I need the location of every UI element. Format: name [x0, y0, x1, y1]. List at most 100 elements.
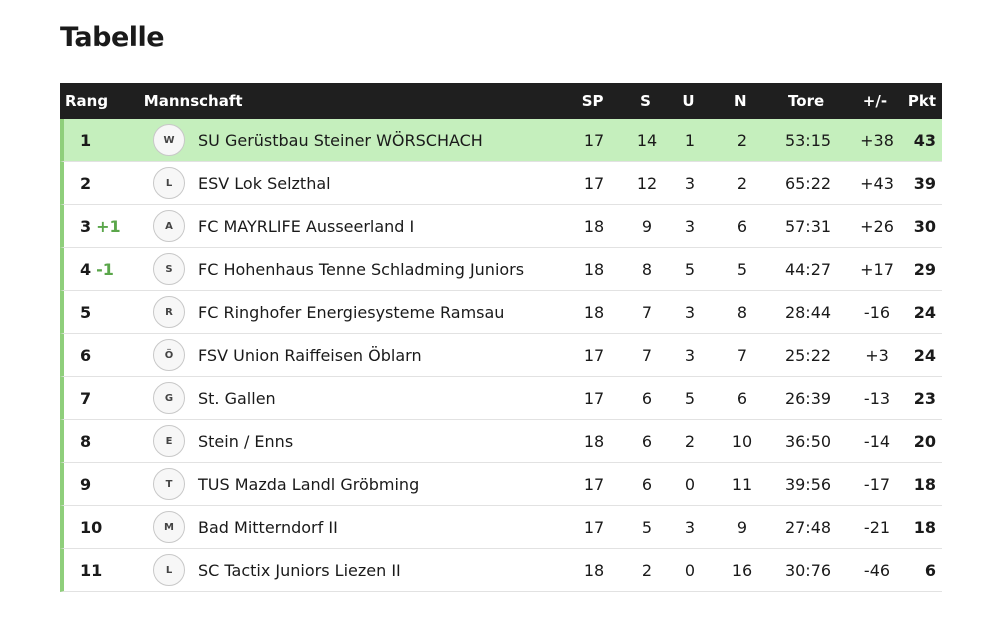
rank-value: 6	[80, 345, 92, 365]
goal-difference: -13	[863, 388, 891, 408]
draws: 0	[684, 474, 696, 494]
draws: 3	[684, 173, 696, 193]
games-played: 18	[583, 560, 605, 580]
table-row[interactable]: 3 +1 A FC MAYRLIFE Ausseerland I 18 9 3 6 57:31 +…	[60, 205, 942, 248]
header-diff[interactable]: +/-	[862, 92, 888, 110]
rank-cell: 6	[64, 346, 144, 365]
table-row[interactable]: 8 E Stein / Enns 18 6 2 10 36:50 -14 20	[60, 420, 942, 463]
games-played: 18	[583, 431, 605, 451]
losses: 2	[736, 173, 748, 193]
points: 24	[913, 302, 936, 322]
team-logo: R	[144, 296, 194, 328]
table-row[interactable]: 4 -1 S FC Hohenhaus Tenne Schladming Junior…	[60, 248, 942, 291]
goal-difference: +43	[860, 173, 894, 193]
team-name[interactable]: St. Gallen	[198, 388, 276, 408]
page-title: Tabelle	[60, 22, 165, 53]
wins: 7	[641, 302, 653, 322]
table-row[interactable]: 9 T TUS Mazda Landl Gröbming 17 6 0 11 39:56 -17…	[60, 463, 942, 506]
table-header: Rang Mannschaft SP S U N Tore +/- Pkt	[60, 83, 942, 119]
team-name[interactable]: TUS Mazda Landl Gröbming	[198, 474, 420, 494]
rank-value: 9	[80, 474, 92, 494]
selzthal-crest-icon: L	[153, 167, 185, 199]
header-tore[interactable]: Tore	[788, 92, 825, 110]
losses: 2	[736, 130, 748, 150]
rank-cell: 1	[64, 131, 144, 150]
games-played: 17	[583, 474, 605, 494]
points: 30	[913, 216, 936, 236]
table-row[interactable]: 1 W SU Gerüstbau Steiner WÖRSCHACH 17 14 1 2 53…	[60, 119, 942, 162]
rank-cell: 10	[64, 518, 144, 537]
wins: 7	[641, 345, 653, 365]
table-row[interactable]: 11 L SC Tactix Juniors Liezen II 18 2 0 16 30:7…	[60, 549, 942, 592]
draws: 3	[684, 345, 696, 365]
table-row[interactable]: 10 M Bad Mitterndorf II 17 5 3 9 27:48 -21 18	[60, 506, 942, 549]
rank-value: 8	[80, 431, 92, 451]
draws: 3	[684, 302, 696, 322]
rank-value: 4	[80, 259, 92, 279]
goal-difference: +26	[860, 216, 894, 236]
team-name[interactable]: FC MAYRLIFE Ausseerland I	[198, 216, 415, 236]
team-name[interactable]: Bad Mitterndorf II	[198, 517, 338, 537]
losses: 16	[731, 560, 753, 580]
table-row[interactable]: 7 G St. Gallen 17 6 5 6 26:39 -13 23	[60, 377, 942, 420]
header-n[interactable]: N	[734, 92, 747, 110]
bad-mitterndorf-crest-icon: M	[153, 511, 185, 543]
rank-cell: 3 +1	[64, 217, 144, 236]
rank-value: 10	[80, 517, 103, 537]
goals: 39:56	[784, 474, 832, 494]
team-logo: T	[144, 468, 194, 500]
wins: 6	[641, 388, 653, 408]
goal-difference: -21	[863, 517, 891, 537]
goal-difference: -14	[863, 431, 891, 451]
goals: 53:15	[784, 130, 832, 150]
team-name[interactable]: Stein / Enns	[198, 431, 294, 451]
header-rank[interactable]: Rang	[65, 92, 109, 110]
öblarn-crest-icon: Ö	[153, 339, 185, 371]
rank-cell: 11	[64, 561, 144, 580]
losses: 11	[731, 474, 753, 494]
stein-enns-crest-icon: E	[153, 425, 185, 457]
goals: 65:22	[784, 173, 832, 193]
losses: 6	[736, 388, 748, 408]
games-played: 18	[583, 302, 605, 322]
gröbming-crest-icon: T	[153, 468, 185, 500]
rank-cell: 4 -1	[64, 260, 144, 279]
goal-difference: +3	[865, 345, 889, 365]
games-played: 17	[583, 345, 605, 365]
team-name[interactable]: SC Tactix Juniors Liezen II	[198, 560, 401, 580]
rank-value: 3	[80, 216, 92, 236]
losses: 5	[736, 259, 748, 279]
rank-value: 5	[80, 302, 92, 322]
header-team[interactable]: Mannschaft	[143, 92, 243, 110]
team-name[interactable]: FC Ringhofer Energiesysteme Ramsau	[198, 302, 505, 322]
draws: 3	[684, 216, 696, 236]
header-pkt[interactable]: Pkt	[907, 92, 936, 110]
rank-cell: 2	[64, 174, 144, 193]
points: 20	[913, 431, 936, 451]
team-logo: E	[144, 425, 194, 457]
team-name[interactable]: ESV Lok Selzthal	[198, 173, 331, 193]
table-row[interactable]: 6 Ö FSV Union Raiffeisen Öblarn 17 7 3 7 25:22 +…	[60, 334, 942, 377]
goals: 27:48	[784, 517, 832, 537]
table-body: 1 W SU Gerüstbau Steiner WÖRSCHACH 17 14 1 2 53…	[60, 119, 942, 592]
rank-cell: 8	[64, 432, 144, 451]
table-row[interactable]: 5 R FC Ringhofer Energiesysteme Ramsau 18 7 3…	[60, 291, 942, 334]
points: 18	[913, 474, 936, 494]
wins: 12	[636, 173, 658, 193]
team-logo: Ö	[144, 339, 194, 371]
team-name[interactable]: FC Hohenhaus Tenne Schladming Juniors	[198, 259, 525, 279]
header-u[interactable]: U	[682, 92, 695, 110]
losses: 7	[736, 345, 748, 365]
wins: 8	[641, 259, 653, 279]
table-row[interactable]: 2 L ESV Lok Selzthal 17 12 3 2 65:22 +43 39	[60, 162, 942, 205]
goals: 44:27	[784, 259, 832, 279]
goals: 57:31	[784, 216, 832, 236]
team-name[interactable]: SU Gerüstbau Steiner WÖRSCHACH	[198, 130, 483, 150]
points: 39	[913, 173, 936, 193]
header-s[interactable]: S	[640, 92, 651, 110]
schladming-crest-icon: S	[153, 253, 185, 285]
team-name[interactable]: FSV Union Raiffeisen Öblarn	[198, 345, 422, 365]
header-sp[interactable]: SP	[581, 92, 604, 110]
ausseerland-crest-icon: A	[153, 210, 185, 242]
goal-difference: -17	[863, 474, 891, 494]
